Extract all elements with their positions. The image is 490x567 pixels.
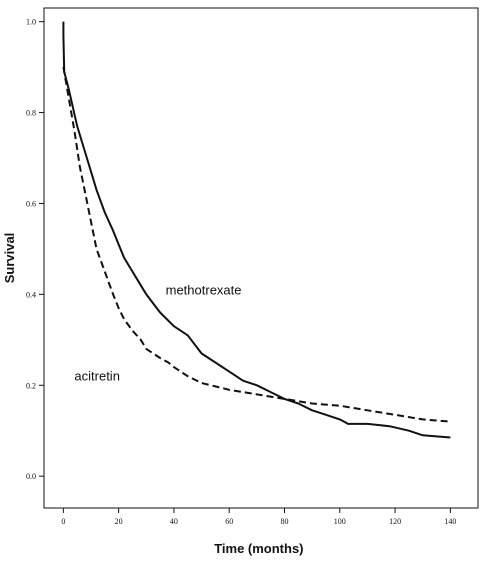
series-line-acitretin <box>62 66 451 423</box>
y-tick-label: 0.2 <box>26 381 36 390</box>
x-axis: 0 20 40 60 80 100 120 140 <box>61 508 456 526</box>
x-tick-label: 20 <box>115 517 123 526</box>
x-tick-label: 80 <box>280 517 288 526</box>
x-tick-label: 0 <box>61 517 65 526</box>
y-axis: 0.0 0.2 0.4 0.6 0.8 1.0 <box>26 18 44 481</box>
y-tick-label: 0.8 <box>26 109 36 118</box>
series-lines <box>62 21 451 439</box>
x-tick-label: 100 <box>334 517 346 526</box>
y-tick-label: 0.4 <box>26 290 36 299</box>
y-axis-title: Survival <box>2 233 17 284</box>
annotation-acitretin: acitretin <box>74 369 120 384</box>
x-tick-label: 60 <box>225 517 233 526</box>
y-tick-label: 0.0 <box>26 472 36 481</box>
x-tick-label: 40 <box>170 517 178 526</box>
plot-frame <box>43 7 479 509</box>
annotation-methotrexate: methotrexate <box>166 282 242 297</box>
series-line-methotrexate <box>62 21 451 439</box>
y-tick-label: 0.6 <box>26 199 36 208</box>
x-tick-label: 120 <box>389 517 401 526</box>
y-tick-label: 1.0 <box>26 18 36 27</box>
annotations: methotrexate acitretin <box>74 282 241 383</box>
x-axis-title: Time (months) <box>214 541 303 556</box>
x-tick-label: 140 <box>444 517 456 526</box>
